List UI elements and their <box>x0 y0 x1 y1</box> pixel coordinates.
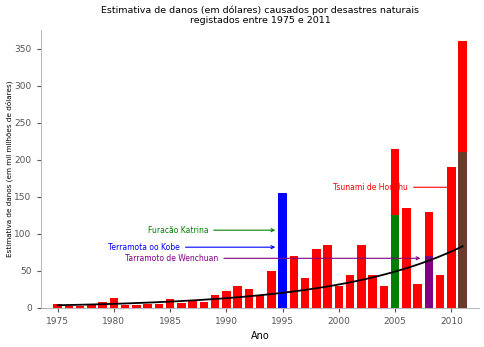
Bar <box>379 286 387 308</box>
Bar <box>109 297 118 308</box>
Text: Tarramoto de Wenchuan: Tarramoto de Wenchuan <box>125 254 418 263</box>
Bar <box>446 167 454 308</box>
Bar <box>323 245 331 308</box>
X-axis label: Ano: Ano <box>250 331 269 341</box>
Bar <box>64 306 73 308</box>
Bar <box>177 303 185 308</box>
Text: Terramota oo Kobe: Terramota oo Kobe <box>108 243 273 252</box>
Bar <box>356 245 365 308</box>
Bar <box>289 256 298 308</box>
Bar <box>424 256 432 308</box>
Bar <box>390 215 398 308</box>
Bar <box>278 193 286 308</box>
Bar <box>154 304 163 308</box>
Bar <box>87 305 95 308</box>
Title: Estimativa de danos (em dólares) causados por desastres naturais
registados entr: Estimativa de danos (em dólares) causado… <box>101 6 418 25</box>
Bar <box>98 302 106 308</box>
Bar <box>300 278 309 308</box>
Bar <box>76 306 84 308</box>
Bar <box>121 305 129 308</box>
Bar <box>233 286 242 308</box>
Bar <box>457 152 466 308</box>
Text: Furacão Katrina: Furacão Katrina <box>147 226 273 235</box>
Bar <box>424 212 432 308</box>
Bar <box>368 274 376 308</box>
Bar <box>345 274 354 308</box>
Bar <box>166 299 174 308</box>
Bar <box>188 301 197 308</box>
Bar <box>256 295 264 308</box>
Bar <box>334 286 342 308</box>
Bar <box>132 305 140 308</box>
Bar <box>211 295 219 308</box>
Bar <box>457 42 466 308</box>
Bar <box>435 274 443 308</box>
Bar <box>390 149 398 308</box>
Y-axis label: Estimativa de danos (em mil milhões de dólares): Estimativa de danos (em mil milhões de d… <box>5 81 13 257</box>
Bar <box>199 302 208 308</box>
Bar <box>412 284 421 308</box>
Bar <box>312 249 320 308</box>
Bar <box>401 208 409 308</box>
Bar <box>267 271 275 308</box>
Text: Tsunami de Honchu: Tsunami de Honchu <box>333 183 452 192</box>
Bar <box>53 304 61 308</box>
Bar <box>222 291 230 308</box>
Bar <box>143 304 151 308</box>
Bar <box>244 289 253 308</box>
